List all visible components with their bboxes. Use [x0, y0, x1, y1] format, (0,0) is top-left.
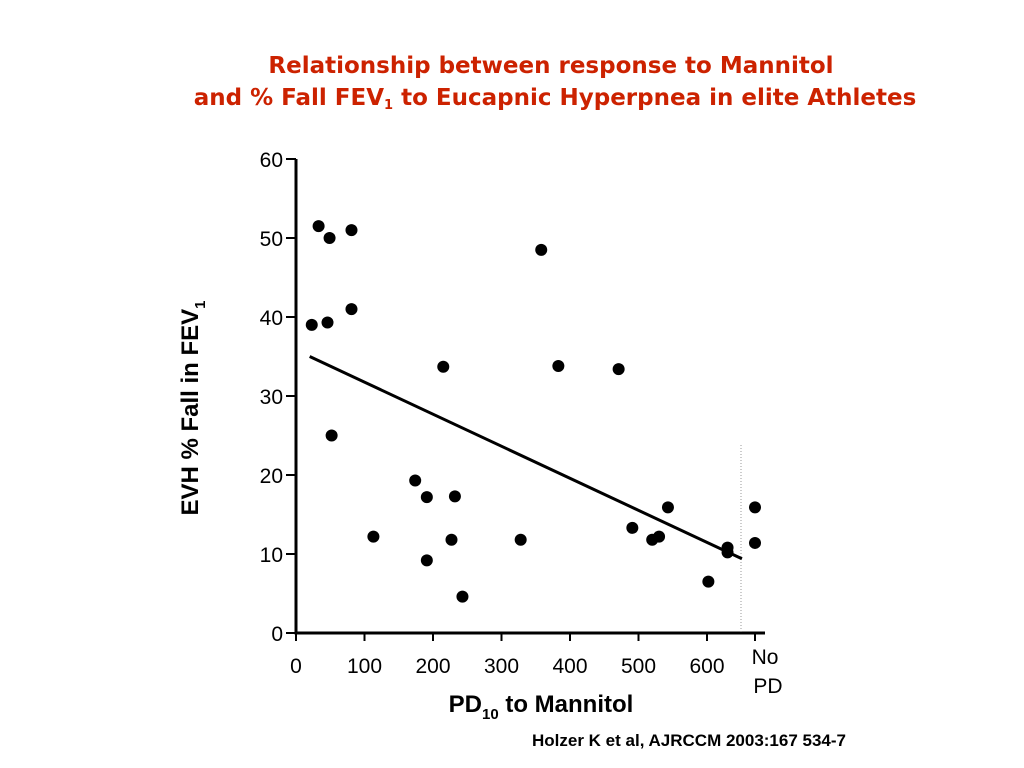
x-tick-label-300: 300	[484, 655, 519, 678]
data-point-1	[323, 232, 336, 244]
axes	[286, 158, 765, 641]
y-tick-label-40: 40	[260, 307, 283, 330]
y-axis-title-prefix: EVH % Fall in FEV	[177, 309, 204, 516]
data-point-22	[661, 501, 674, 514]
data-point-15	[514, 533, 527, 546]
data-point-12	[445, 533, 458, 546]
title-line2-suffix: to Eucapnic Hyperpnea in elite Athletes	[393, 85, 917, 111]
x-tick-label-600: 600	[689, 655, 724, 678]
data-point-9	[420, 491, 433, 504]
data-point-21	[653, 530, 666, 543]
chart-title-line2: and % Fall FEV1 to Eucapnic Hyperpnea in…	[0, 83, 1024, 113]
title-line2-prefix: and % Fall FEV	[193, 85, 385, 111]
data-point-14	[456, 590, 469, 603]
x-tick-label-200: 200	[415, 655, 450, 678]
no-pd-point-1	[749, 536, 761, 549]
chart-title-line1: Relationship between response to Mannito…	[268, 53, 834, 79]
data-point-4	[305, 318, 318, 331]
data-point-2	[345, 224, 358, 237]
no-pd-label-line1: No	[752, 646, 779, 669]
x-tick-label-400: 400	[552, 655, 587, 678]
data-point-8	[409, 474, 422, 487]
data-point-13	[448, 490, 461, 503]
data-points	[305, 220, 761, 603]
y-axis-title-subscript: 1	[192, 300, 209, 308]
y-tick-label-30: 30	[260, 386, 283, 409]
x-axis-title-prefix: PD	[449, 691, 482, 718]
x-tick-label-500: 500	[621, 655, 656, 678]
trendline-group	[309, 355, 743, 561]
data-point-7	[367, 530, 380, 543]
data-point-3	[345, 303, 358, 316]
y-tick-label-10: 10	[260, 544, 283, 567]
y-tick-label-50: 50	[260, 228, 283, 251]
y-tick-label-20: 20	[260, 465, 283, 488]
y-tick-label-0: 0	[271, 623, 283, 646]
data-point-18	[612, 363, 625, 376]
data-point-5	[321, 316, 334, 329]
data-point-10	[420, 554, 433, 567]
data-point-23	[702, 575, 715, 588]
regression-line	[309, 355, 743, 561]
data-point-0	[312, 220, 325, 233]
data-point-25	[721, 541, 734, 554]
x-axis-title-suffix: to Mannitol	[499, 691, 634, 718]
data-point-6	[325, 429, 338, 442]
data-point-16	[535, 243, 548, 256]
no-pd-point-0	[749, 501, 761, 514]
x-tick-label-100: 100	[347, 655, 382, 678]
data-point-17	[552, 359, 565, 372]
no-pd-label-line2: PD	[753, 675, 782, 698]
data-point-19	[626, 521, 639, 534]
data-point-11	[437, 360, 450, 373]
title-line2-subscript: 1	[384, 98, 394, 113]
y-axis-title: EVH % Fall in FEV1	[177, 300, 209, 515]
y-tick-label-60: 60	[260, 149, 283, 172]
x-axis-title: PD10 to Mannitol	[449, 691, 634, 723]
x-axis-title-subscript: 10	[482, 706, 499, 723]
x-tick-label-0: 0	[290, 655, 302, 678]
citation: Holzer K et al, AJRCCM 2003:167 534-7	[532, 731, 847, 750]
